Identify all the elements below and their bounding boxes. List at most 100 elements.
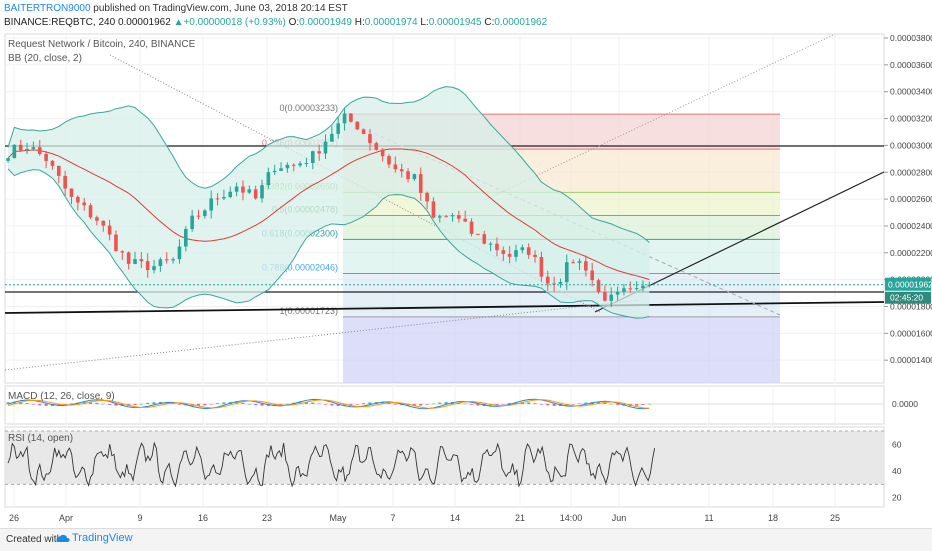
rsi-line	[7, 441, 656, 488]
x-tick-label: 9	[137, 513, 142, 523]
candle-body	[222, 197, 226, 199]
candle-body	[203, 210, 207, 217]
macd-histogram-bar	[38, 404, 42, 406]
x-tick-label: 21	[515, 513, 525, 523]
macd-histogram-bar	[501, 404, 505, 405]
macd-histogram-bar	[209, 404, 213, 405]
candle-body	[37, 147, 42, 154]
candle-body	[596, 280, 601, 292]
macd-histogram-bar	[603, 402, 607, 404]
high-value: 0.00001974	[364, 17, 418, 28]
macd-histogram-bar	[165, 402, 169, 404]
candle-body	[545, 276, 550, 284]
countdown-badge	[885, 291, 931, 304]
candle-body	[380, 149, 385, 157]
tradingview-brand-link[interactable]: TradingView	[72, 532, 133, 544]
y-tick-label: 0.00003400	[890, 87, 932, 97]
price-chart[interactable]: 0(0.00003233)0.236(0.00002972)0.382(0.00…	[0, 0, 932, 528]
macd-histogram-bar	[387, 403, 391, 404]
candle-body	[101, 220, 106, 226]
candle-body	[615, 291, 620, 295]
candle-body	[590, 270, 594, 281]
candle-body	[463, 218, 467, 222]
candle-body	[253, 189, 258, 199]
publication-header: BAITERTRON9000 published on TradingView.…	[4, 3, 348, 14]
macd-histogram-bar	[368, 402, 372, 404]
macd-histogram-bar	[336, 404, 340, 407]
candle-body	[196, 215, 201, 217]
macd-histogram-bar	[57, 404, 61, 406]
macd-histogram-bar	[552, 404, 556, 406]
open-value: 0.00001949	[299, 17, 352, 28]
macd-histogram-bar	[298, 402, 302, 404]
macd-histogram-bar	[12, 401, 16, 404]
macd-histogram-bar	[304, 402, 308, 404]
macd-histogram-bar	[527, 402, 531, 404]
x-tick-label: 16	[198, 513, 208, 523]
macd-histogram-bar	[349, 404, 353, 406]
candle-body	[95, 217, 99, 221]
macd-histogram-bar	[635, 404, 639, 406]
candle-body	[63, 175, 67, 189]
low-label: L:	[420, 17, 429, 28]
macd-histogram-bar	[247, 403, 251, 405]
macd-histogram-bar	[495, 404, 499, 406]
x-tick-label: 7	[390, 513, 395, 523]
y-tick-label: 0.00001600	[890, 328, 932, 338]
candle-body	[552, 283, 556, 285]
y-tick-label: 0.00001400	[890, 355, 932, 365]
macd-histogram-bar	[463, 403, 467, 405]
macd-histogram-bar	[197, 404, 200, 406]
macd-histogram-bar	[647, 403, 651, 405]
candle-body	[285, 164, 290, 169]
footer-bar: Created with TradingView	[0, 528, 932, 551]
low-value: 0.00001945	[428, 17, 482, 28]
published-text: published on TradingView.com, June 03, 2…	[90, 3, 348, 14]
x-tick-label: 11	[704, 513, 713, 523]
candle-body	[88, 205, 93, 218]
symbol: BINANCE:REQBTC, 240	[4, 17, 116, 28]
candle-body	[526, 247, 531, 255]
macd-histogram-bar	[133, 404, 137, 405]
macd-histogram-bar	[470, 404, 474, 405]
candle-body	[114, 234, 118, 252]
candle-body	[18, 144, 23, 151]
rsi-indicator-label[interactable]: RSI (14, open)	[8, 433, 74, 444]
macd-indicator-label[interactable]: MACD (12, 26, close, 9)	[8, 391, 115, 402]
candle-body	[514, 250, 518, 257]
candle-body	[323, 141, 328, 154]
main-pane-title: Request Network / Bitcoin, 240, BINANCE	[8, 39, 196, 50]
created-with-text: Created with	[6, 534, 63, 545]
macd-histogram-bar	[508, 402, 512, 404]
macd-histogram-bar	[514, 402, 518, 404]
macd-histogram-bar	[6, 402, 10, 404]
candle-body	[272, 170, 277, 173]
y-tick-label: 0.00002800	[890, 167, 932, 177]
macd-histogram-bar	[177, 404, 181, 405]
candle-body	[31, 147, 36, 149]
bb-indicator-label[interactable]: BB (20, close, 2)	[8, 53, 82, 64]
macd-histogram-bar	[419, 404, 423, 406]
candle-body	[184, 229, 188, 247]
author-name[interactable]: BAITERTRON9000	[4, 3, 91, 14]
candle-body	[457, 215, 461, 219]
high-label: H:	[354, 17, 365, 28]
candle-body	[520, 247, 525, 251]
macd-histogram-bar	[216, 403, 220, 404]
macd-histogram-bar	[222, 402, 226, 404]
macd-histogram-bar	[317, 403, 321, 405]
x-tick-label: 25	[830, 513, 840, 523]
macd-tick-label: 0.0000	[892, 399, 918, 409]
candle-body	[418, 174, 423, 193]
candle-body	[539, 256, 544, 277]
last-price-badge	[885, 277, 931, 291]
macd-histogram-bar	[438, 402, 442, 404]
y-tick-label: 0.00003600	[890, 60, 932, 70]
y-tick-label: 0.00001800	[890, 301, 932, 311]
macd-histogram-bar	[260, 404, 264, 406]
candle-body	[476, 233, 480, 235]
candle-body	[336, 123, 340, 134]
macd-histogram-bar	[114, 404, 118, 406]
candle-body	[558, 282, 563, 284]
candle-body	[425, 192, 429, 202]
